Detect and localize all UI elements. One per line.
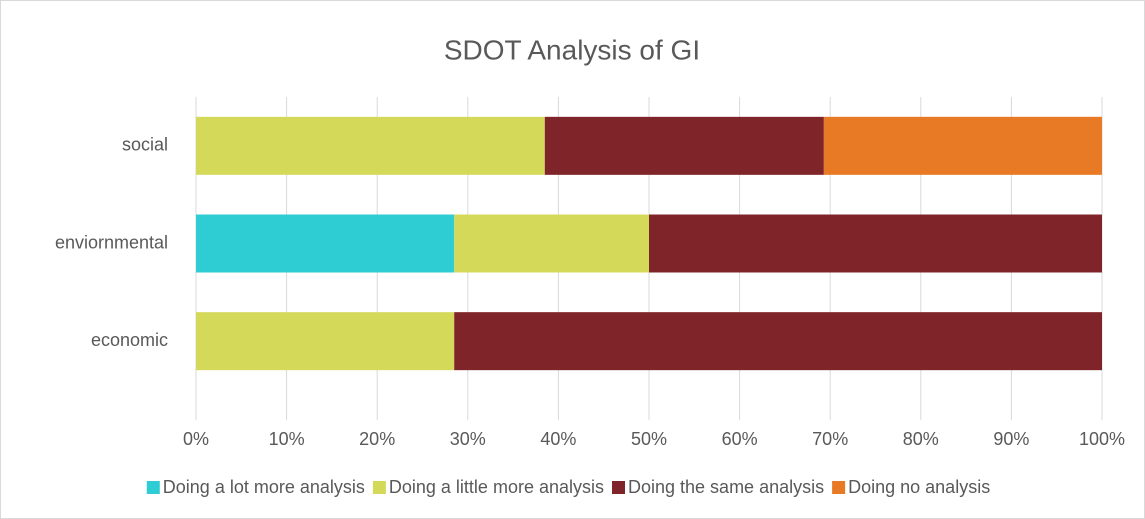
x-tick-label: 30%	[450, 429, 486, 449]
bar-segment	[823, 116, 1102, 175]
chart-title: SDOT Analysis of GI	[444, 34, 700, 65]
x-tick-label: 80%	[903, 429, 939, 449]
bar-segment	[544, 116, 824, 175]
x-tick-label: 100%	[1079, 429, 1125, 449]
bar-segment	[649, 214, 1102, 273]
legend-swatch	[612, 481, 626, 494]
bar-segment	[454, 312, 1103, 371]
x-tick-label: 0%	[183, 429, 209, 449]
legend-swatch	[832, 481, 846, 494]
bar-segment	[196, 116, 545, 175]
x-tick-label: 90%	[993, 429, 1029, 449]
y-tick-label: economic	[91, 330, 168, 350]
bar-segment	[196, 312, 455, 371]
x-tick-label: 40%	[540, 429, 576, 449]
x-tick-label: 60%	[722, 429, 758, 449]
y-tick-label: enviornmental	[55, 232, 168, 252]
legend-swatch	[146, 481, 160, 494]
legend-label: Doing no analysis	[848, 477, 990, 497]
legend-label: Doing the same analysis	[628, 477, 824, 497]
x-tick-label: 10%	[269, 429, 305, 449]
bar-segment	[196, 214, 455, 273]
x-tick-label: 70%	[812, 429, 848, 449]
x-tick-label: 50%	[631, 429, 667, 449]
legend-label: Doing a little more analysis	[389, 477, 604, 497]
legend-label: Doing a lot more analysis	[163, 477, 365, 497]
y-tick-label: social	[122, 135, 168, 155]
legend-swatch	[372, 481, 386, 494]
bar-segment	[454, 214, 649, 273]
x-tick-label: 20%	[359, 429, 395, 449]
